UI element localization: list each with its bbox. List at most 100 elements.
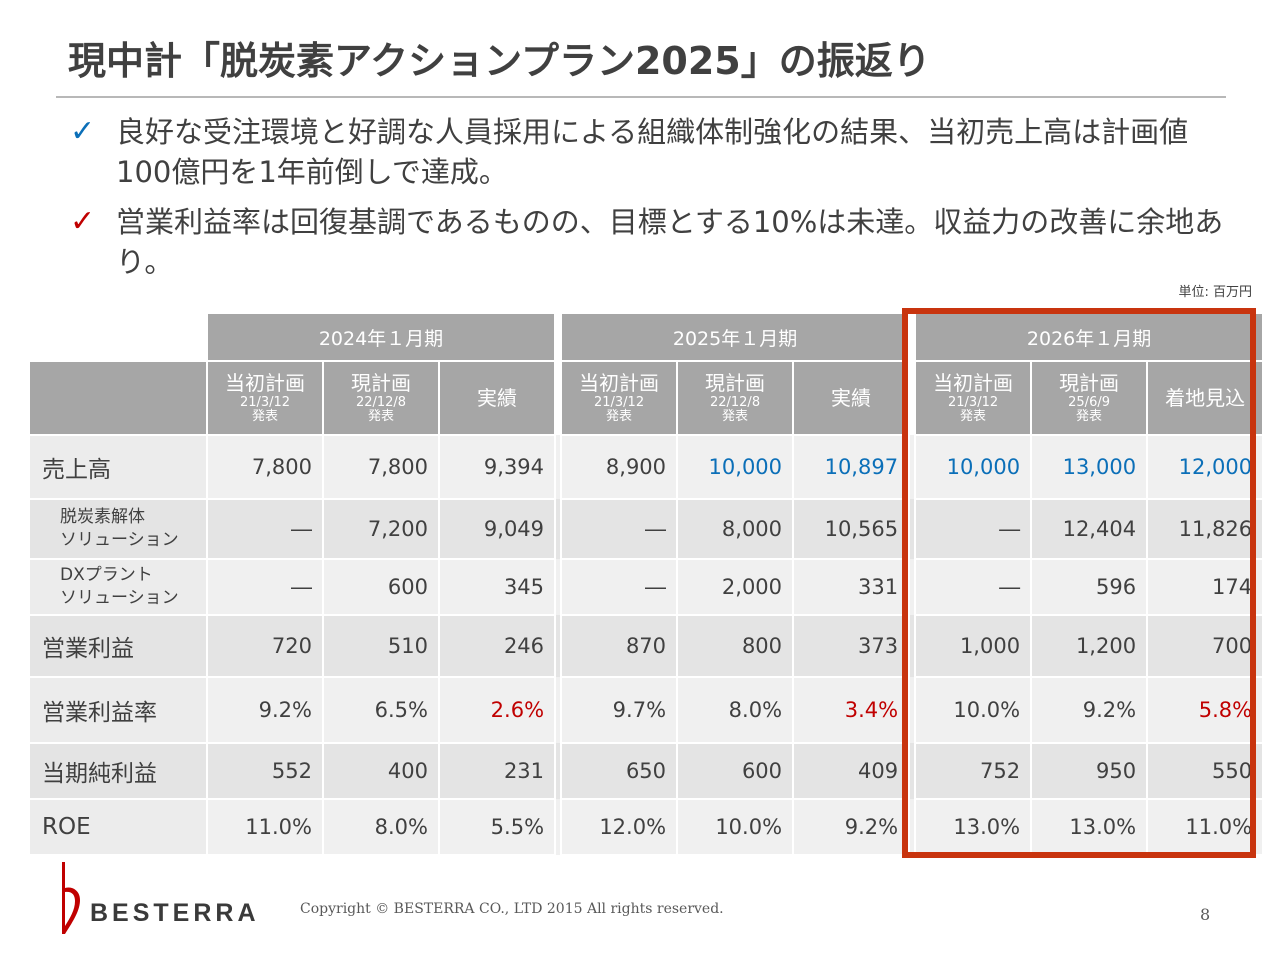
column-header: 現計画 22/12/8 発表 bbox=[676, 360, 795, 436]
table-row: 脱炭素解体 ソリューション ― 7,200 9,049 ― 8,000 10,56… bbox=[28, 498, 1265, 560]
check-icon: ✓ bbox=[70, 114, 96, 149]
cell: 2.6% bbox=[437, 676, 557, 744]
bullet-text: 良好な受注環境と好調な人員採用による組織体制強化の結果、当初売上高は計画値100… bbox=[116, 115, 1189, 189]
row-label: 脱炭素解体 ソリューション bbox=[28, 498, 208, 560]
cell: 373 bbox=[792, 614, 911, 678]
cell: 13.0% bbox=[1030, 798, 1149, 856]
row-label: 営業利益率 bbox=[28, 676, 208, 744]
cell: 11,826 bbox=[1146, 498, 1265, 560]
column-header: 着地見込 bbox=[1146, 360, 1265, 436]
bullet-text: 営業利益率は回復基調であるものの、目標とする10%は未達。収益力の改善に余地あり… bbox=[116, 205, 1224, 279]
cell: 550 bbox=[1146, 742, 1265, 800]
cell: 10.0% bbox=[914, 676, 1033, 744]
cell: 596 bbox=[1030, 558, 1149, 616]
period-header: 2026年１月期 bbox=[914, 312, 1265, 362]
label-header bbox=[28, 360, 208, 436]
column-header: 実績 bbox=[792, 360, 911, 436]
cell: 510 bbox=[322, 614, 440, 678]
svg-text:BESTERRA: BESTERRA bbox=[90, 899, 260, 927]
column-header: 当初計画 21/3/12 発表 bbox=[560, 360, 679, 436]
cell: 8.0% bbox=[676, 676, 795, 744]
cell: 9.2% bbox=[1030, 676, 1149, 744]
cell: ― bbox=[206, 498, 324, 560]
cell: 13,000 bbox=[1030, 434, 1149, 500]
cell: 400 bbox=[322, 742, 440, 800]
cell: 10,000 bbox=[676, 434, 795, 500]
cell: 8,000 bbox=[676, 498, 795, 560]
cell: 8.0% bbox=[322, 798, 440, 856]
cell: ― bbox=[560, 498, 679, 560]
cell: 720 bbox=[206, 614, 324, 678]
cell: ― bbox=[560, 558, 679, 616]
cell: ― bbox=[914, 558, 1033, 616]
row-label: 当期純利益 bbox=[28, 742, 208, 800]
column-header: 当初計画 21/3/12 発表 bbox=[914, 360, 1033, 436]
cell: 5.8% bbox=[1146, 676, 1265, 744]
cell: 5.5% bbox=[437, 798, 557, 856]
cell: 10.0% bbox=[676, 798, 795, 856]
cell: 7,200 bbox=[322, 498, 440, 560]
cell: 800 bbox=[676, 614, 795, 678]
check-icon: ✓ bbox=[70, 204, 96, 239]
cell: 11.0% bbox=[206, 798, 324, 856]
cell: 2,000 bbox=[676, 558, 795, 616]
page-title: 現中計「脱炭素アクションプラン2025」の振返り bbox=[68, 39, 931, 83]
period-header: 2025年１月期 bbox=[560, 312, 911, 362]
cell: 8,900 bbox=[560, 434, 679, 500]
cell: 9,049 bbox=[437, 498, 557, 560]
page-number: 8 bbox=[1200, 905, 1211, 924]
table-row: DXプラント ソリューション ― 600 345 ― 2,000 331 ― 59… bbox=[28, 558, 1265, 616]
cell: 9.2% bbox=[792, 798, 911, 856]
cell: 331 bbox=[792, 558, 911, 616]
table-corner bbox=[28, 312, 208, 362]
row-label: ROE bbox=[28, 798, 208, 856]
cell: 10,897 bbox=[792, 434, 911, 500]
cell: ― bbox=[914, 498, 1033, 560]
cell: 9,394 bbox=[437, 434, 557, 500]
unit-label: 単位: 百万円 bbox=[1178, 285, 1252, 300]
row-label: DXプラント ソリューション bbox=[28, 558, 208, 616]
cell: 752 bbox=[914, 742, 1033, 800]
cell: 7,800 bbox=[206, 434, 324, 500]
period-header: 2024年１月期 bbox=[205, 312, 557, 362]
cell: 345 bbox=[437, 558, 557, 616]
column-header: 実績 bbox=[437, 360, 557, 436]
cell: 10,000 bbox=[914, 434, 1033, 500]
cell: 231 bbox=[437, 742, 557, 800]
cell: 870 bbox=[560, 614, 679, 678]
cell: 6.5% bbox=[322, 676, 440, 744]
column-header: 当初計画 21/3/12 発表 bbox=[206, 360, 324, 436]
column-header: 現計画 22/12/8 発表 bbox=[322, 360, 440, 436]
cell: 12,000 bbox=[1146, 434, 1265, 500]
cell: 1,000 bbox=[914, 614, 1033, 678]
cell: 552 bbox=[206, 742, 324, 800]
results-table: 2024年１月期 2025年１月期 2026年１月期 当初計画 21/3/12 発表… bbox=[28, 312, 1265, 856]
cell: 9.2% bbox=[206, 676, 324, 744]
cell: 12.0% bbox=[560, 798, 679, 856]
title-divider bbox=[56, 96, 1226, 98]
table-row: 営業利益 720 510 246 870 800 373 1,000 1,200… bbox=[28, 614, 1265, 678]
cell: 600 bbox=[322, 558, 440, 616]
cell: 3.4% bbox=[792, 676, 911, 744]
cell: 9.7% bbox=[560, 676, 679, 744]
cell: 12,404 bbox=[1030, 498, 1149, 560]
table-row: ROE 11.0% 8.0% 5.5% 12.0% 10.0% 9.2% 13.… bbox=[28, 798, 1265, 856]
cell: 1,200 bbox=[1030, 614, 1149, 678]
cell: ― bbox=[206, 558, 324, 616]
cell: 600 bbox=[676, 742, 795, 800]
row-label: 売上高 bbox=[28, 434, 208, 500]
table-row: 当期純利益 552 400 231 650 600 409 752 950 55… bbox=[28, 742, 1265, 800]
cell: 700 bbox=[1146, 614, 1265, 678]
table-row: 売上高 7,800 7,800 9,394 8,900 10,000 10,89… bbox=[28, 434, 1265, 500]
besterra-logo: BESTERRA bbox=[62, 862, 260, 934]
cell: 650 bbox=[560, 742, 679, 800]
highlight-frame-2026 bbox=[902, 308, 1256, 858]
copyright-notice: Copyright © BESTERRA CO., LTD 2015 All r… bbox=[300, 901, 724, 917]
table-row: 営業利益率 9.2% 6.5% 2.6% 9.7% 8.0% 3.4% 10.0… bbox=[28, 676, 1265, 744]
cell: 246 bbox=[437, 614, 557, 678]
column-header: 現計画 25/6/9 発表 bbox=[1030, 360, 1149, 436]
cell: 174 bbox=[1146, 558, 1265, 616]
cell: 13.0% bbox=[914, 798, 1033, 856]
cell: 7,800 bbox=[322, 434, 440, 500]
cell: 950 bbox=[1030, 742, 1149, 800]
